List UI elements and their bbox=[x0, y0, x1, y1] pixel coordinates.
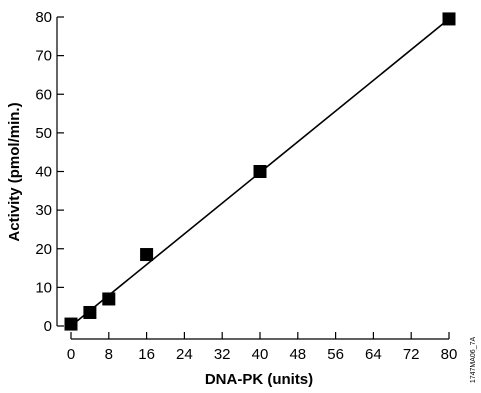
x-tick-label: 0 bbox=[67, 346, 75, 363]
y-tick-label: 60 bbox=[35, 86, 52, 103]
x-tick-label: 48 bbox=[289, 346, 306, 363]
tick-group: 0 10 20 30 40 50 60 70 80 0 8 16 24 32 40 48 56 64 72 80 bbox=[35, 9, 457, 363]
x-tick-label: 32 bbox=[214, 346, 231, 363]
x-tick-label: 24 bbox=[176, 346, 193, 363]
x-tick-label: 64 bbox=[365, 346, 382, 363]
x-tick-label: 80 bbox=[441, 346, 458, 363]
data-points-group bbox=[64, 12, 456, 331]
data-point bbox=[140, 248, 154, 262]
data-point bbox=[83, 305, 97, 319]
data-point bbox=[253, 165, 267, 178]
figure-code: 1747MA06_7A bbox=[470, 337, 477, 384]
y-tick-label: 40 bbox=[35, 164, 52, 181]
data-point bbox=[102, 292, 116, 306]
y-tick-label: 10 bbox=[35, 279, 52, 296]
y-tick-label: 30 bbox=[35, 202, 52, 219]
y-axis-title: Activity (pmol/min.) bbox=[6, 102, 23, 241]
x-tick-label: 16 bbox=[138, 346, 155, 363]
y-tick-label: 0 bbox=[44, 318, 52, 335]
x-tick-label: 8 bbox=[105, 346, 113, 363]
y-tick-label: 70 bbox=[35, 48, 52, 65]
x-tick-label: 72 bbox=[403, 346, 420, 363]
x-axis-title: DNA-PK (units) bbox=[205, 371, 313, 388]
data-point bbox=[442, 12, 456, 26]
y-tick-label: 50 bbox=[35, 125, 52, 142]
y-tick-label: 80 bbox=[35, 9, 52, 26]
x-tick-label: 40 bbox=[252, 346, 269, 363]
x-tick-label: 56 bbox=[327, 346, 344, 363]
y-tick-label: 20 bbox=[35, 241, 52, 258]
data-point bbox=[64, 317, 78, 331]
